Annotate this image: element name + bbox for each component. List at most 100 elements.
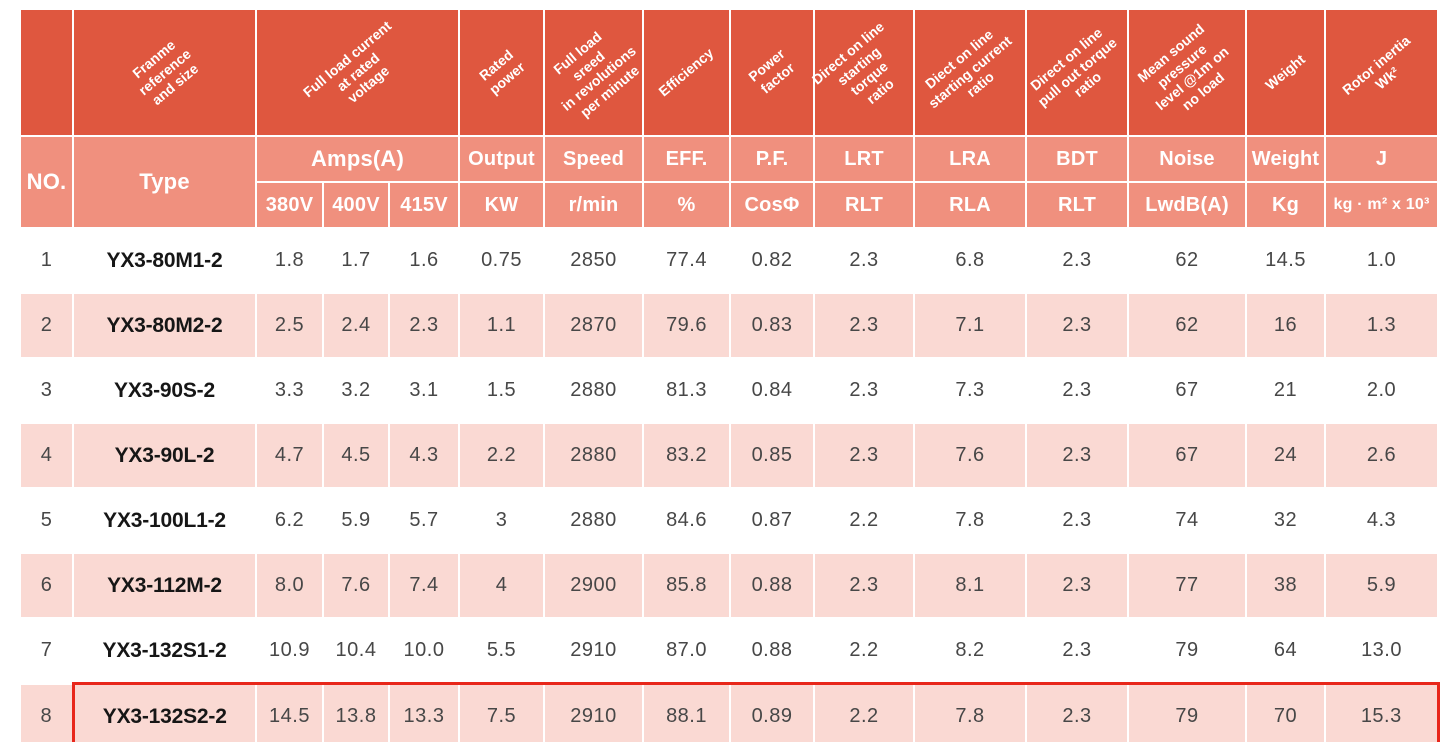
cell-type: YX3-90L-2 xyxy=(72,422,257,489)
cell-type: YX3-80M2-2 xyxy=(72,292,257,359)
rotated-header-full-load-current-label: Full load current at rated voltage xyxy=(299,17,394,107)
cell-inertia-j: 2.0 xyxy=(1324,357,1440,424)
cell-bdt-rlt: 2.3 xyxy=(1025,357,1130,424)
cell-noise: 79 xyxy=(1127,682,1248,742)
cell-amps-400v: 10.4 xyxy=(322,617,390,685)
cell-noise: 79 xyxy=(1127,617,1248,685)
cell-amps-380v: 6.2 xyxy=(255,487,324,554)
cell-no: 1 xyxy=(19,227,74,294)
cell-amps-400v: 2.4 xyxy=(322,292,390,359)
rotated-header-frame-reference-label: Franme reference and size xyxy=(129,36,202,109)
cell-bdt-rlt: 2.3 xyxy=(1025,227,1130,294)
rotated-header-dol-starting-current: Diect on line starting current ratio xyxy=(913,8,1028,137)
cell-eff: 77.4 xyxy=(642,227,732,294)
subheader-lrt: LRT xyxy=(813,135,916,183)
cell-weight-kg: 16 xyxy=(1245,292,1327,359)
rotated-header-rated-power: Rated power xyxy=(458,8,546,137)
cell-bdt-rlt: 2.3 xyxy=(1025,292,1130,359)
subheader-lra: LRA xyxy=(913,135,1028,183)
subheader-output: Output xyxy=(458,135,546,183)
cell-weight-kg: 70 xyxy=(1245,682,1327,742)
cell-amps-415v: 4.3 xyxy=(387,422,461,489)
cell-lra-rla: 8.2 xyxy=(913,617,1028,685)
subheader-percent: % xyxy=(642,181,732,229)
cell-bdt-rlt: 2.3 xyxy=(1025,422,1130,489)
cell-inertia-j: 5.9 xyxy=(1324,552,1440,619)
cell-no: 8 xyxy=(19,682,74,742)
table-body: 1 YX3-80M1-2 1.8 1.7 1.6 0.75 2850 77.4 0.82 2.3 6… xyxy=(19,227,1440,742)
cell-output-kw: 4 xyxy=(458,552,546,619)
cell-amps-415v: 3.1 xyxy=(387,357,461,424)
rotated-header-dol-starting-torque-label: Direct on line starting torque ratio xyxy=(808,17,897,107)
subheader-kw: KW xyxy=(458,181,546,229)
rotated-header-mean-sound-label: Mean sound pressure level @1m on no load xyxy=(1134,20,1232,113)
subheader-cosphi: CosΦ xyxy=(729,181,816,229)
subheader-kgm2: kg · m² x 10³ xyxy=(1324,181,1440,229)
cell-bdt-rlt: 2.3 xyxy=(1025,682,1130,742)
rotated-header-dol-starting-torque: Direct on line starting torque ratio xyxy=(809,8,916,137)
cell-lrt-rlt: 2.3 xyxy=(813,552,916,619)
cell-amps-380v: 14.5 xyxy=(255,682,324,742)
cell-speed: 2910 xyxy=(543,617,645,685)
cell-inertia-j: 1.0 xyxy=(1324,227,1440,294)
cell-type: YX3-132S1-2 xyxy=(72,617,257,685)
cell-no: 2 xyxy=(19,292,74,359)
cell-weight-kg: 32 xyxy=(1245,487,1327,554)
cell-lra-rla: 7.3 xyxy=(913,357,1028,424)
subheader-pf: P.F. xyxy=(729,135,816,183)
cell-type: YX3-90S-2 xyxy=(72,357,257,424)
table-row: 2 YX3-80M2-2 2.5 2.4 2.3 1.1 2870 79.6 0.83 2.3 7.… xyxy=(19,292,1440,359)
cell-pf: 0.85 xyxy=(729,422,816,489)
cell-weight-kg: 38 xyxy=(1245,552,1327,619)
rotated-header-power-factor: Power factor xyxy=(729,8,816,137)
cell-type: YX3-100L1-2 xyxy=(72,487,257,554)
rotated-header-no xyxy=(19,8,74,137)
subheader-rmin: r/min xyxy=(543,181,645,229)
cell-amps-415v: 10.0 xyxy=(387,617,461,685)
cell-weight-kg: 14.5 xyxy=(1245,227,1327,294)
cell-speed: 2900 xyxy=(543,552,645,619)
cell-output-kw: 1.1 xyxy=(458,292,546,359)
cell-pf: 0.83 xyxy=(729,292,816,359)
rotated-header-efficiency: Efficiency xyxy=(642,8,732,137)
subheader-weight: Weight xyxy=(1245,135,1327,183)
cell-output-kw: 7.5 xyxy=(458,682,546,742)
cell-inertia-j: 15.3 xyxy=(1324,682,1440,742)
cell-speed: 2870 xyxy=(543,292,645,359)
cell-pf: 0.88 xyxy=(729,617,816,685)
cell-eff: 88.1 xyxy=(642,682,732,742)
rotated-header-full-load-current: Full load current at rated voltage xyxy=(254,8,461,137)
rotated-header-dol-pull-out-torque: Direct on line pull out torque ratio xyxy=(1025,8,1130,137)
rotated-header-row: Franme reference and size Full load curr… xyxy=(19,8,1440,137)
cell-speed: 2880 xyxy=(543,487,645,554)
rotated-header-dol-starting-current-label: Diect on line starting current ratio xyxy=(922,26,1015,111)
table-header: Franme reference and size Full load curr… xyxy=(19,8,1440,229)
cell-pf: 0.88 xyxy=(729,552,816,619)
cell-noise: 74 xyxy=(1127,487,1248,554)
cell-weight-kg: 64 xyxy=(1245,617,1327,685)
cell-inertia-j: 1.3 xyxy=(1324,292,1440,359)
cell-pf: 0.82 xyxy=(729,227,816,294)
rotated-header-mean-sound: Mean sound pressure level @1m on no load xyxy=(1127,8,1248,137)
cell-noise: 67 xyxy=(1127,422,1248,489)
cell-amps-380v: 3.3 xyxy=(255,357,324,424)
cell-weight-kg: 24 xyxy=(1245,422,1327,489)
cell-eff: 84.6 xyxy=(642,487,732,554)
cell-pf: 0.89 xyxy=(729,682,816,742)
cell-type: YX3-112M-2 xyxy=(72,552,257,619)
table-row: 4 YX3-90L-2 4.7 4.5 4.3 2.2 2880 83.2 0.85 2.3 7.6… xyxy=(19,422,1440,489)
cell-amps-400v: 1.7 xyxy=(322,227,390,294)
rotated-header-rated-power-label: Rated power xyxy=(476,46,528,98)
cell-amps-400v: 4.5 xyxy=(322,422,390,489)
cell-noise: 67 xyxy=(1127,357,1248,424)
cell-output-kw: 3 xyxy=(458,487,546,554)
cell-amps-415v: 1.6 xyxy=(387,227,461,294)
cell-amps-415v: 2.3 xyxy=(387,292,461,359)
subheader-400v: 400V xyxy=(322,181,390,229)
cell-output-kw: 1.5 xyxy=(458,357,546,424)
cell-no: 7 xyxy=(19,617,74,685)
cell-weight-kg: 21 xyxy=(1245,357,1327,424)
rotated-header-full-load-speed: Full load sreed in revolutions per minut… xyxy=(543,8,645,137)
cell-amps-400v: 3.2 xyxy=(322,357,390,424)
